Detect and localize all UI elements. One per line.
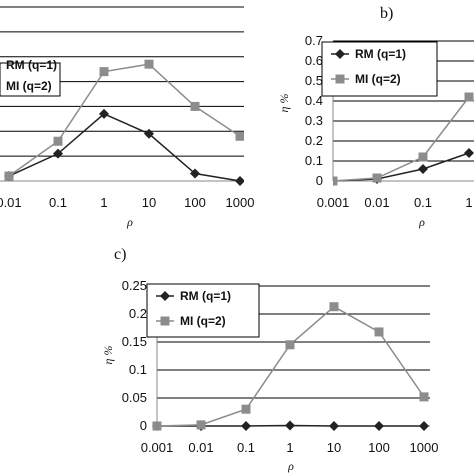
x-tick-label: 0.01 [0,195,22,210]
legend-marker [160,316,170,326]
x-axis-label: ρ [126,215,133,229]
y-tick-label: 0.3 [305,113,323,128]
legend: RM (q=1) MI (q=2) [146,283,260,338]
data-point-mi [419,392,429,402]
x-axis-label: ρ [418,215,425,229]
y-axis-label: η % [101,346,115,365]
y-axis-label: η % [277,94,291,113]
data-point-rm [235,176,244,186]
legend-entry: RM (q=1) [6,58,57,72]
data-point-mi [241,404,251,414]
legend-marker [335,74,345,84]
data-point-rm [419,421,429,431]
data-point-mi [144,59,154,69]
data-point-mi [333,176,338,186]
data-point-rm [99,108,109,119]
y-tick-label: 0.1 [305,153,323,168]
x-tick-label: 1000 [410,440,439,455]
data-point-rm [190,168,200,179]
data-point-mi [374,327,384,337]
data-point-rm [285,420,295,431]
x-tick-label: 1 [100,195,107,210]
legend-entry: MI (q=2) [180,314,226,328]
legend-marker [160,291,170,301]
y-tick-label: 0.05 [122,390,147,405]
data-point-rm [241,421,251,431]
x-tick-label: 0.1 [237,440,255,455]
data-point-rm [418,164,428,174]
legend-entry: MI (q=2) [355,72,401,86]
data-point-mi [372,173,382,183]
data-point-rm [329,421,339,431]
data-point-mi [53,136,63,146]
chart-panel-c: 0.001 0.01 0.1 1 10 100 1000 0 0.05 0.1 0.15 0.2 0.2… [101,246,438,473]
y-tick-label: 0 [140,418,147,433]
data-point-mi [4,171,14,181]
x-tick-label: 100 [184,195,206,210]
data-point-mi [196,420,206,430]
y-tick-label: 0.7 [305,33,323,48]
x-tick-label: 1 [286,440,293,455]
y-tick-label: 0.25 [122,278,147,293]
y-tick-label: 0.6 [305,53,323,68]
x-tick-label: 1 [465,195,472,210]
data-point-mi [235,131,244,141]
x-tick-label: 10 [142,195,156,210]
legend-marker [335,49,345,59]
data-point-mi [329,302,339,312]
legend-box [0,62,61,97]
x-axis-label: ρ [287,459,294,473]
x-tick-label: 1000 [226,195,255,210]
series-line-rm [8,113,241,182]
x-tick-label: 10 [327,440,341,455]
plot-area-c [152,285,430,431]
series-line-mi [333,96,470,182]
y-tick-label: 0.4 [305,93,323,108]
data-point-rm [464,148,474,158]
panel-label: c) [114,246,126,263]
panel-label: b) [380,5,393,22]
data-point-rm [144,128,154,139]
x-tick-label: 0.01 [364,195,389,210]
y-tick-label: 0.15 [122,334,147,349]
y-tick-label: 0.1 [129,362,147,377]
y-tick-label: 0.2 [129,306,147,321]
x-tick-label: 0.01 [188,440,213,455]
legend-entry: MI (q=2) [6,79,52,93]
y-tick-label: 0.2 [305,133,323,148]
legend: RM (q=1) MI (q=2) [0,58,61,97]
x-tick-label: 0.001 [317,195,350,210]
data-point-mi [464,92,474,102]
x-tick-label: 0.1 [49,195,67,210]
x-tick-label: 100 [368,440,390,455]
data-point-mi [285,340,295,350]
x-tick-label: 0.001 [141,440,174,455]
data-point-rm [53,148,63,159]
chart-panel-b: 0.001 0.01 0.1 1 0 0.1 0.2 0.3 0.4 0.5 0.6 0.7 ρ η % b… [277,5,474,229]
data-point-mi [418,152,428,162]
y-tick-label: 0 [316,173,323,188]
x-tick-label: 0.1 [414,195,432,210]
data-point-rm [374,421,384,431]
plot-area-a [0,6,244,186]
legend: RM (q=1) MI (q=2) [321,41,438,97]
y-tick-label: 0.5 [305,73,323,88]
legend-entry: RM (q=1) [355,47,406,61]
data-point-mi [99,67,109,77]
legend-entry: RM (q=1) [180,289,231,303]
series-line-mi [8,63,241,177]
chart-panel-a: 0.01 0.1 1 10 100 1000 ρ RM (q=1) MI (q=2) [0,6,255,229]
data-point-mi [190,101,200,111]
